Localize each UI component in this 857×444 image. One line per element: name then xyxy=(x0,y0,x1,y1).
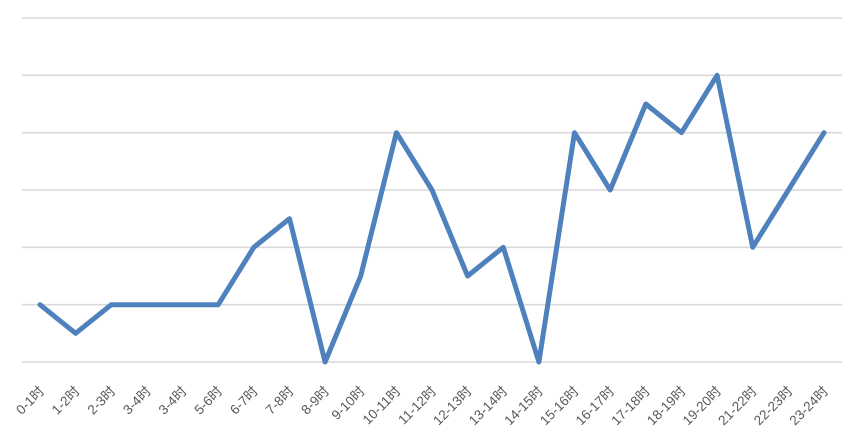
data-series-line xyxy=(37,72,827,365)
